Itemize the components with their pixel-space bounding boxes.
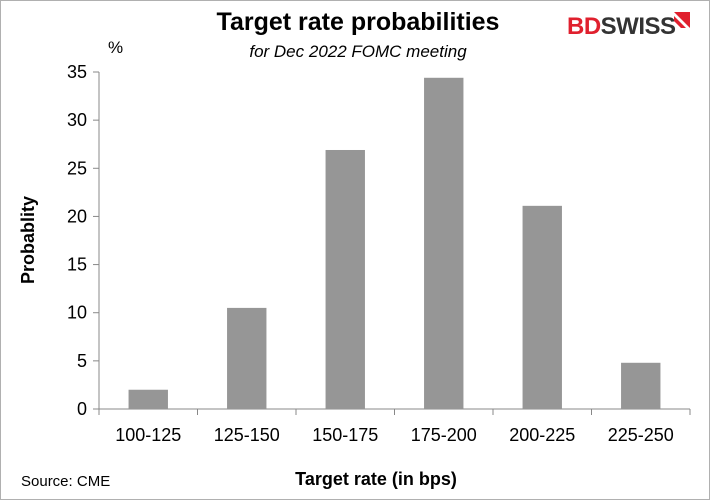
- bar-100-125: [128, 389, 168, 409]
- bar-175-200: [424, 77, 464, 409]
- y-tick-label: 5: [77, 351, 87, 371]
- x-tick-label: 100-125: [115, 425, 181, 445]
- x-tick-label: 200-225: [509, 425, 575, 445]
- chart-subtitle: for Dec 2022 FOMC meeting: [249, 42, 467, 61]
- y-tick-label: 30: [67, 110, 87, 130]
- y-axis: 0 5 10 15 20 25 30 35: [67, 62, 100, 419]
- y-tick-label: 15: [67, 255, 87, 275]
- bars: [128, 77, 661, 409]
- x-axis-title: Target rate (in bps): [295, 469, 457, 489]
- logo-arrow-icon: [674, 12, 690, 28]
- x-tick-label: 175-200: [411, 425, 477, 445]
- y-tick-label: 20: [67, 206, 87, 226]
- bar-125-150: [227, 307, 267, 409]
- x-tick-label: 150-175: [312, 425, 378, 445]
- x-tick-label: 125-150: [214, 425, 280, 445]
- source-note: Source: CME: [21, 473, 110, 490]
- y-tick-label: 25: [67, 158, 87, 178]
- y-axis-title: Probablity: [18, 196, 38, 284]
- y-tick-label: 0: [77, 399, 87, 419]
- x-tick-label: 225-250: [608, 425, 674, 445]
- bar-200-225: [522, 205, 562, 409]
- chart-title: Target rate probabilities: [217, 8, 500, 36]
- y-unit-label: %: [108, 38, 123, 57]
- y-tick-label: 35: [67, 62, 87, 82]
- x-axis: 100-125 125-150 150-175 175-200 200-225 225-2…: [98, 408, 691, 445]
- bar-150-175: [325, 149, 365, 409]
- bdswiss-logo: BDSWISS: [567, 12, 690, 40]
- logo-part-swiss: SWISS: [601, 13, 676, 40]
- logo-part-bd: BD: [567, 13, 601, 40]
- bar-225-250: [621, 362, 661, 409]
- y-tick-label: 10: [67, 303, 87, 323]
- svg-text:BDSWISS: BDSWISS: [567, 13, 676, 40]
